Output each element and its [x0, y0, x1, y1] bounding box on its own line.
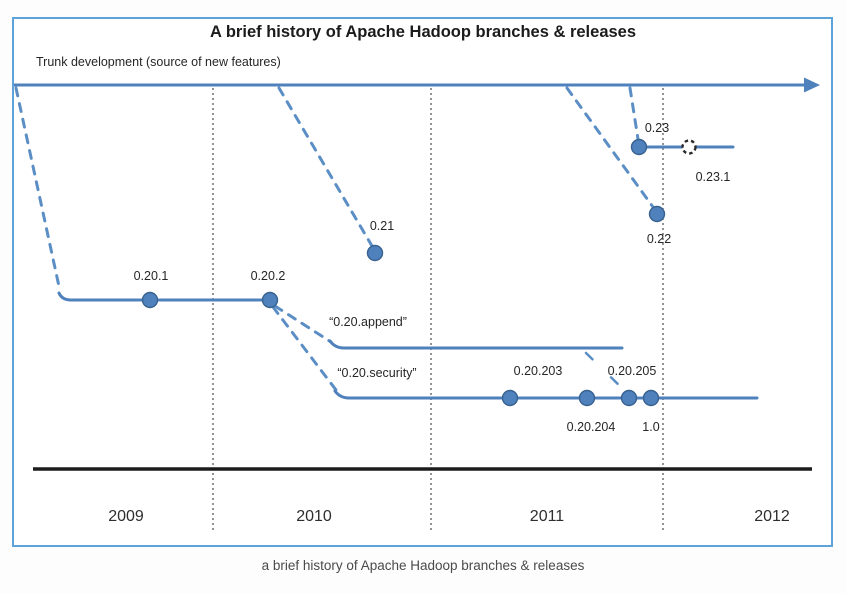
release-label-1.0: 1.0	[642, 420, 659, 434]
release-label-0.23: 0.23	[645, 121, 669, 135]
diagram-title: A brief history of Apache Hadoop branche…	[210, 23, 636, 41]
fork-connector-0.21	[277, 86, 374, 248]
branch-label-0.20.security: “0.20.security”	[337, 366, 416, 380]
fork-connector-0.20.security	[271, 305, 338, 392]
release-dot-0.21	[366, 244, 384, 262]
release-dot-0.20.203	[501, 389, 519, 407]
release-label-0.20.204: 0.20.204	[567, 420, 616, 434]
release-dot-0.20.205	[620, 389, 638, 407]
trunk-development-label: Trunk development (source of new feature…	[36, 55, 281, 69]
release-label-0.22: 0.22	[647, 232, 671, 246]
release-label-0.20.205: 0.20.205	[608, 364, 657, 378]
year-label-2010: 2010	[296, 508, 332, 525]
branch-line-0.20	[57, 291, 272, 302]
fork-connector-0.20.append	[273, 304, 333, 344]
planned-release-marker-0.23.1	[681, 139, 697, 155]
branch-label-0.20.append: “0.20.append”	[329, 315, 407, 329]
release-dot-0.22	[648, 205, 666, 223]
branch-line-0.20.security	[333, 389, 759, 400]
release-label-0.23.1: 0.23.1	[696, 170, 731, 184]
year-label-2009: 2009	[108, 508, 144, 525]
release-label-0.21: 0.21	[370, 219, 394, 233]
release-dot-0.23	[630, 138, 648, 156]
diagram-border-frame	[12, 17, 833, 547]
release-dot-0.20.204	[578, 389, 596, 407]
release-dot-0.20.2	[261, 291, 279, 309]
year-label-2012: 2012	[754, 508, 790, 525]
release-label-0.20.203: 0.20.203	[514, 364, 563, 378]
fork-connector-0.20	[14, 86, 62, 293]
release-label-0.20.2: 0.20.2	[251, 269, 286, 283]
fork-connector-0.23	[628, 86, 640, 141]
fork-connector-0.22	[565, 86, 655, 209]
branch-line-0.20.append	[328, 339, 624, 350]
release-dot-0.20.1	[141, 291, 159, 309]
release-dot-1.0	[642, 389, 660, 407]
figure-caption: a brief history of Apache Hadoop branche…	[262, 558, 585, 573]
release-label-0.20.1: 0.20.1	[134, 269, 169, 283]
year-label-2011: 2011	[530, 508, 565, 525]
append-merge-connector	[584, 351, 626, 392]
trunk-arrowhead-icon	[804, 77, 820, 93]
